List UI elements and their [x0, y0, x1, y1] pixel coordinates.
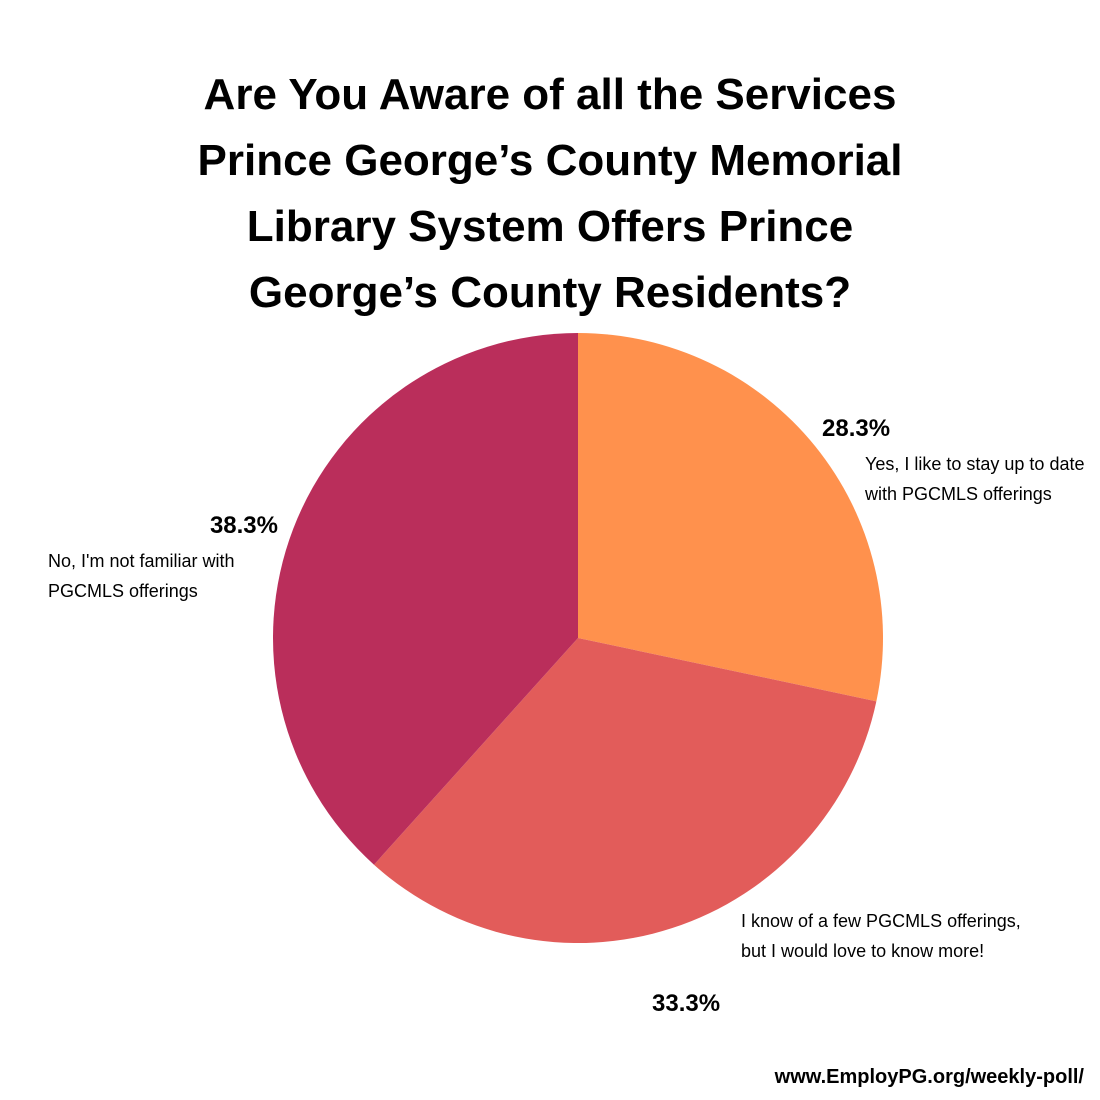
pie-slice [578, 333, 883, 702]
source-url: www.EmployPG.org/weekly-poll/ [774, 1066, 1084, 1088]
value-label: 28.3% [822, 415, 891, 442]
pie-slice [273, 333, 578, 865]
category-label: I know of a few PGCMLS offerings, but I … [741, 911, 1021, 961]
category-label: No, I'm not familiar with PGCMLS offerin… [48, 551, 235, 601]
chart-title: Are You Aware of all the Services Prince… [197, 70, 903, 317]
value-label: 33.3% [652, 990, 721, 1017]
category-label: Yes, I like to stay up to date with PGCM… [865, 454, 1085, 504]
value-label: 38.3% [209, 512, 278, 539]
pie-slice [373, 638, 877, 943]
